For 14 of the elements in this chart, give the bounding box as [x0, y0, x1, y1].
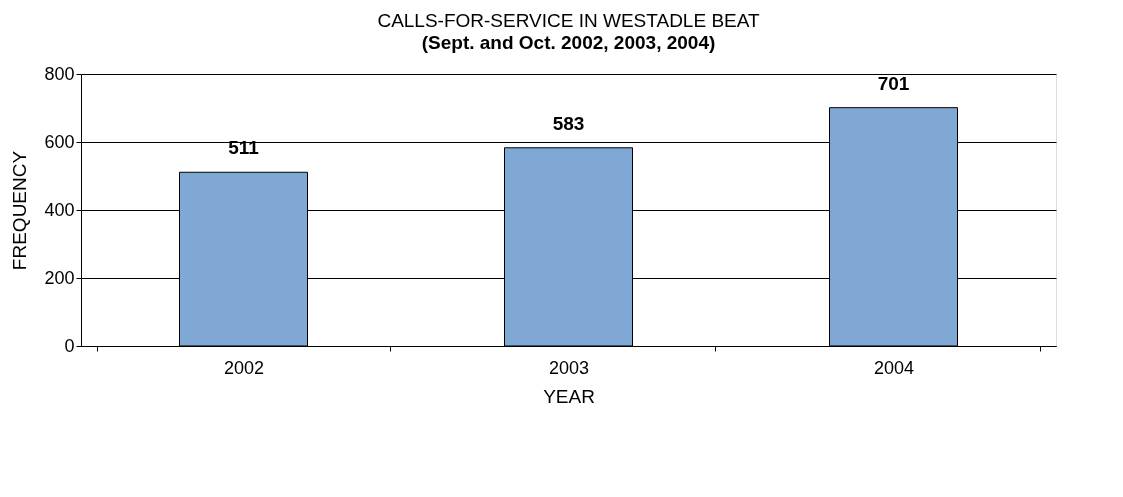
x-tick-label: 2002	[223, 357, 265, 378]
data-label: 583	[552, 112, 585, 134]
chart-subtitle: (Sept. and Oct. 2002, 2003, 2004)	[421, 32, 716, 53]
x-axis-title: YEAR	[543, 385, 595, 407]
data-label: 701	[877, 72, 910, 94]
y-tick-label: 600	[44, 131, 75, 152]
y-tick-label: 800	[44, 63, 75, 84]
y-tick-label: 200	[44, 267, 75, 288]
x-tick-label: 2003	[548, 357, 590, 378]
y-axis-title: FREQUENCY	[9, 150, 31, 271]
y-tick-label: 400	[44, 199, 75, 220]
x-tick-label: 2004	[873, 357, 915, 378]
chart-title: CALLS-FOR-SERVICE IN WESTADLE BEAT	[377, 10, 760, 31]
y-tick-label: 0	[64, 335, 75, 356]
